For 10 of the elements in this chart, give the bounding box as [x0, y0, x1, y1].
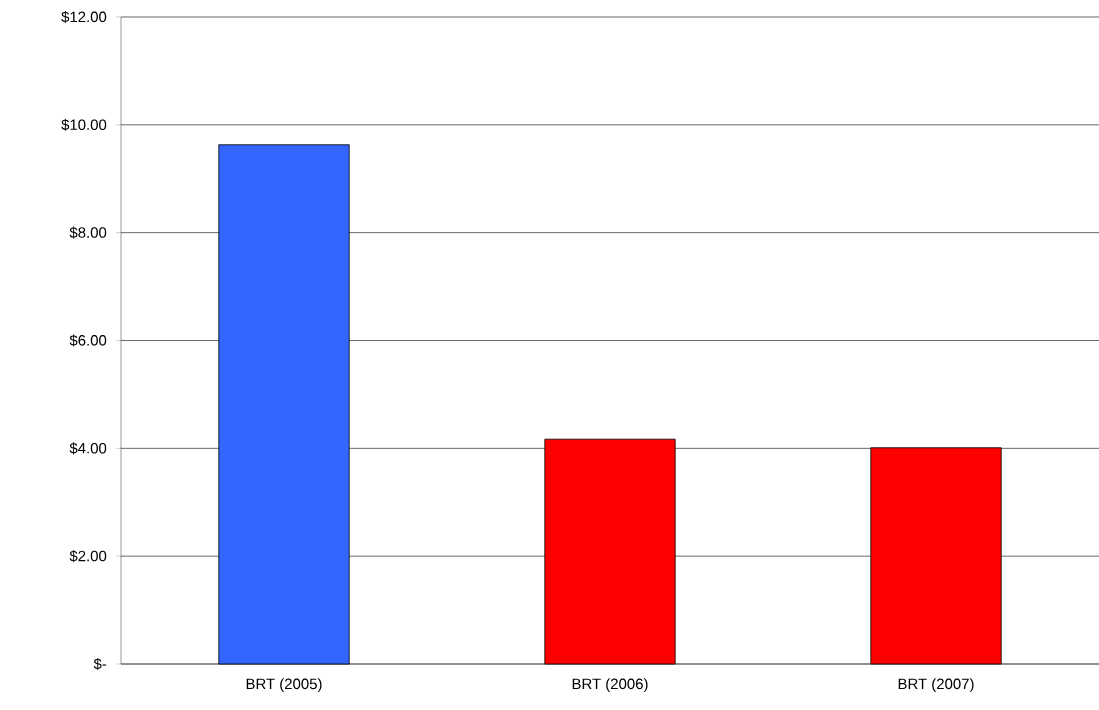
y-tick-label: $10.00 [61, 118, 107, 131]
y-tick-label: $8.00 [69, 226, 107, 239]
x-tick-label: BRT (2006) [572, 678, 648, 693]
y-tick-label: $2.00 [69, 550, 107, 563]
y-tick-label: $- [93, 657, 107, 671]
y-tick-label: $6.00 [69, 334, 107, 347]
x-tick-label: BRT (2007) [898, 678, 974, 693]
y-tick-label: $12.00 [61, 10, 107, 24]
y-tick-label: $4.00 [69, 442, 107, 455]
x-tick-label: BRT (2005) [246, 678, 322, 693]
